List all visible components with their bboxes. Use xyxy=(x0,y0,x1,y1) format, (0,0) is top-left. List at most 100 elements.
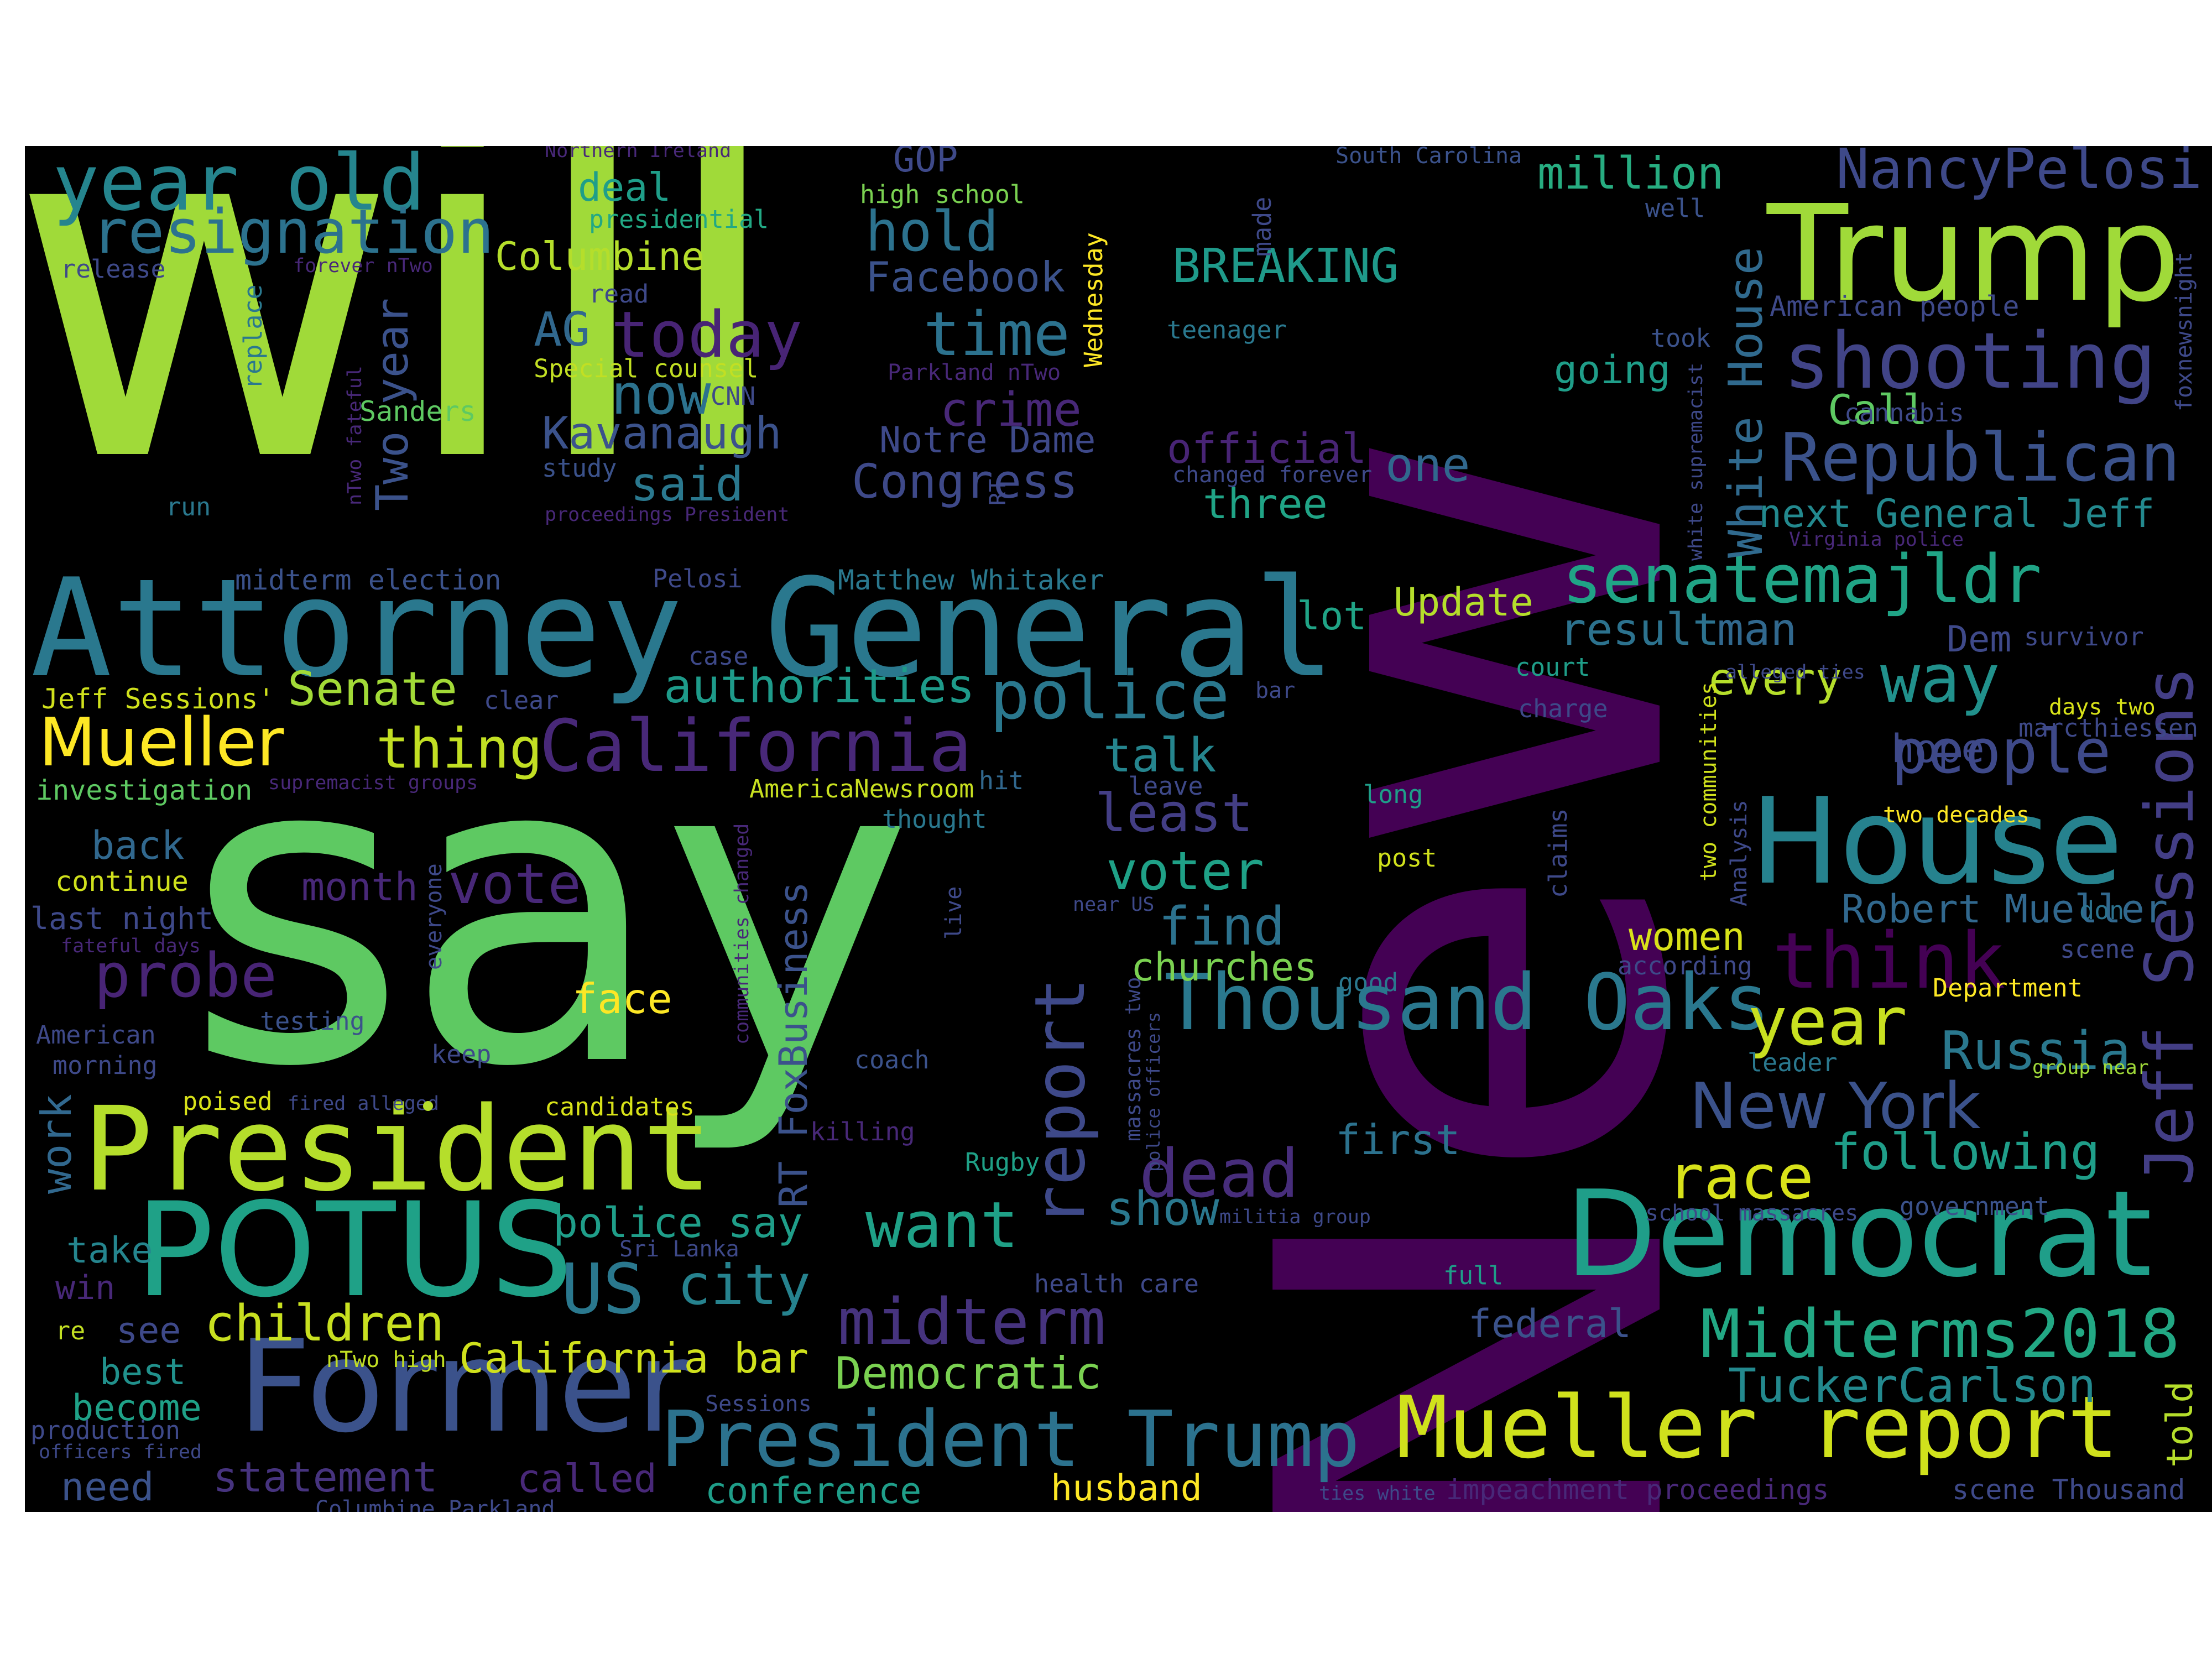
decorative-dot xyxy=(423,1101,433,1111)
word-children: children xyxy=(205,1295,445,1353)
word-think: think xyxy=(1772,916,2006,1006)
word-candidates: candidates xyxy=(545,1092,695,1121)
word-teenager: teenager xyxy=(1167,315,1287,345)
word-kavanaugh: Kavanaugh xyxy=(542,408,782,459)
word-department: Department xyxy=(1933,973,2083,1003)
word-first: first xyxy=(1335,1115,1460,1164)
word-notre-dame: Notre Dame xyxy=(879,420,1096,461)
word-year-old: year old xyxy=(53,146,426,228)
word-voter: voter xyxy=(1106,841,1264,902)
word-foxnewsnight: foxnewsnight xyxy=(2172,252,2197,411)
word-group-near: group near xyxy=(2032,1057,2149,1079)
word-release: release xyxy=(61,254,166,284)
word-keep: keep xyxy=(431,1040,492,1069)
word-see: see xyxy=(116,1310,181,1352)
word-race: race xyxy=(1667,1142,1814,1213)
word-become: become xyxy=(72,1387,202,1429)
word-update: Update xyxy=(1394,580,1533,625)
word-new-york: New York xyxy=(1689,1070,1981,1144)
word-two-communities: two communities xyxy=(1696,681,1721,881)
word-gop: GOP xyxy=(893,146,958,180)
word-leave: leave xyxy=(1128,771,1203,801)
word-statement: statement xyxy=(213,1453,438,1501)
word-two-decades: two decades xyxy=(1883,802,2030,828)
word-win: win xyxy=(55,1269,116,1307)
word-one: one xyxy=(1385,438,1470,493)
word-survivor: survivor xyxy=(2024,622,2144,651)
word-police: police xyxy=(990,658,1230,734)
word-made: made xyxy=(1248,196,1277,257)
word-alleged-ties: alleged ties xyxy=(1725,661,1865,684)
word-case: case xyxy=(688,641,749,671)
word-wednesday: Wednesday xyxy=(1079,232,1108,367)
word-husband: husband xyxy=(1051,1468,1202,1509)
word-hit: hit xyxy=(979,766,1024,795)
word-midterms2018: Midterms2018 xyxy=(1700,1296,2180,1373)
word-jeff-sessions-possessive: Jeff Sessions' xyxy=(41,683,275,715)
word-crime: crime xyxy=(940,383,1082,437)
word-fateful-days: fateful days xyxy=(61,935,201,957)
word-republican: Republican xyxy=(1781,420,2180,497)
word-fired-alleged: fired alleged xyxy=(288,1093,439,1115)
word-churches: churches xyxy=(1131,945,1318,990)
word-cloud: will New say Attorney General Trump Pres… xyxy=(25,146,2212,1512)
word-way: way xyxy=(1880,641,2000,718)
word-rugby: Rugby xyxy=(965,1147,1040,1177)
word-need: need xyxy=(61,1464,154,1510)
word-charge: charge xyxy=(1518,694,1608,723)
word-california: California xyxy=(539,704,972,788)
word-read: read xyxy=(589,279,649,309)
word-report: report xyxy=(1020,977,1100,1227)
word-potus: POTUS xyxy=(135,1175,573,1326)
word-analysis: Analysis xyxy=(1726,800,1752,906)
word-study: study xyxy=(542,453,617,483)
word-attorney-general: Attorney General xyxy=(30,550,1336,707)
word-last-night: last night xyxy=(30,901,214,936)
word-thing: thing xyxy=(376,716,543,781)
word-president-trump: President Trump xyxy=(661,1395,1360,1485)
word-show: show xyxy=(1106,1182,1219,1237)
word-russia: Russia xyxy=(1941,1021,2131,1082)
word-columbine-parkland: Columbine Parkland xyxy=(315,1496,555,1512)
word-thousand-oaks: Thousand Oaks xyxy=(1164,958,1770,1048)
word-women: women xyxy=(1629,914,1745,959)
word-conference: conference xyxy=(705,1470,922,1512)
word-live: live xyxy=(941,886,967,940)
word-white-supremacist: white supremacist xyxy=(1685,362,1707,561)
word-morning: morning xyxy=(53,1051,158,1080)
word-poised: poised xyxy=(182,1087,273,1116)
word-took: took xyxy=(1651,324,1711,353)
word-lot: lot xyxy=(1297,593,1367,639)
word-work: work xyxy=(32,1094,81,1194)
word-democrat: Democrat xyxy=(1565,1165,2152,1303)
word-near-us: near US xyxy=(1073,894,1155,916)
word-president: President xyxy=(83,1082,712,1217)
word-robert-mueller: Robert Mueller xyxy=(1841,886,2168,932)
word-police-say: police say xyxy=(553,1198,803,1247)
word-impeachment-proceedings: impeachment proceedings xyxy=(1446,1474,1829,1506)
word-days-two: days two xyxy=(2049,695,2156,720)
word-senate: Senate xyxy=(288,662,458,717)
word-senatemajldr: senatemajldr xyxy=(1562,541,2042,618)
word-talk: talk xyxy=(1103,728,1217,783)
word-called: called xyxy=(517,1456,657,1501)
word-take: take xyxy=(66,1230,153,1271)
word-deal: deal xyxy=(578,165,671,210)
word-american: American xyxy=(36,1020,156,1050)
word-proceedings-president: proceedings President xyxy=(545,504,790,526)
word-officers-fired: officers fired xyxy=(39,1441,202,1463)
word-school-massacres: school massacres xyxy=(1645,1201,1859,1226)
word-coach: coach xyxy=(854,1045,930,1074)
word-ntwo-fateful: nTwo fateful xyxy=(344,366,366,505)
word-today: today xyxy=(611,298,803,372)
word-call: Call xyxy=(1828,385,1928,434)
word-time: time xyxy=(924,299,1070,369)
word-year: year xyxy=(1747,984,1907,1061)
word-changed-forever: changed forever xyxy=(1172,462,1373,488)
word-long: long xyxy=(1363,780,1423,809)
word-police-officers: police officers xyxy=(1143,1012,1164,1172)
word-california-bar: California bar xyxy=(459,1334,809,1383)
word-shooting: shooting xyxy=(1783,316,2157,406)
word-claims: claims xyxy=(1543,808,1573,898)
word-militia-group: militia group xyxy=(1219,1206,1371,1228)
